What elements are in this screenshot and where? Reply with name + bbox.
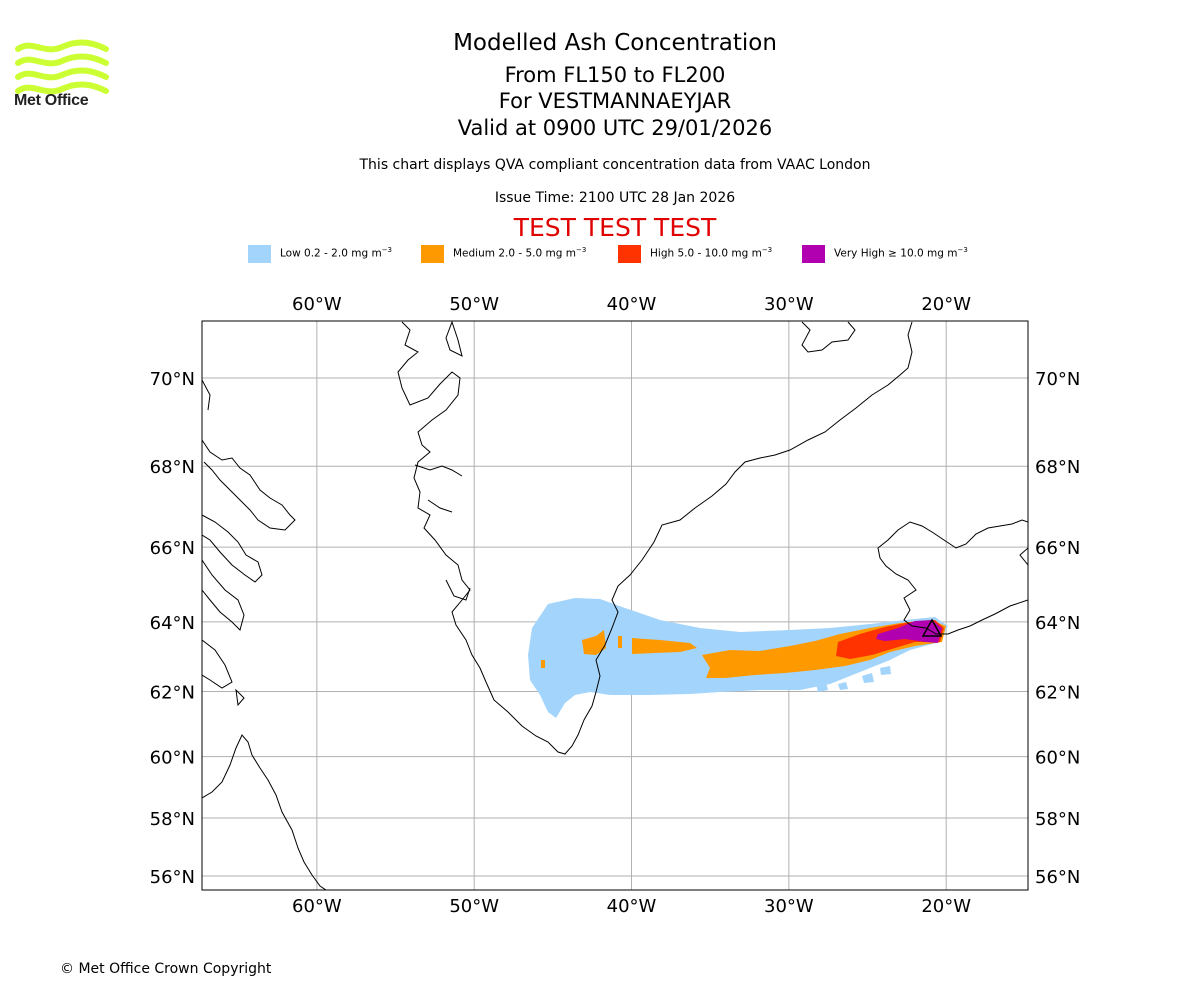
ash-area-low-fragment xyxy=(880,666,891,675)
lat-label-left: 64°N xyxy=(150,613,195,634)
lat-label-left: 68°N xyxy=(150,457,195,478)
ash-area-medium-fragment xyxy=(582,630,606,655)
ash-area-very-high xyxy=(876,620,942,643)
legend-swatch-high xyxy=(618,245,641,263)
volcano-triangle-icon xyxy=(921,618,943,637)
lon-label-top: 50°W xyxy=(449,294,499,315)
lat-label-left: 70°N xyxy=(150,369,195,390)
lat-label-left: 60°N xyxy=(150,748,195,769)
legend-swatch-very-high xyxy=(802,245,825,263)
lat-label-right: 70°N xyxy=(1035,369,1080,390)
ash-area-medium-fragment xyxy=(618,636,622,648)
compliance-note: This chart displays QVA compliant concen… xyxy=(359,157,871,173)
lat-label-left: 58°N xyxy=(150,809,195,830)
legend-label-low: Low 0.2 - 2.0 mg m−3 xyxy=(280,246,393,260)
lat-label-right: 56°N xyxy=(1035,867,1080,888)
lat-label-left: 56°N xyxy=(150,867,195,888)
legend-label-very-high: Very High ≥ 10.0 mg m−3 xyxy=(834,246,968,260)
axis-labels: 60°W 60°W 50°W 50°W 40°W 40°W 30°W 30°W 20°W 20°W… xyxy=(150,294,1081,917)
legend-label-medium: Medium 2.0 - 5.0 mg m−3 xyxy=(453,246,587,260)
lat-label-right: 64°N xyxy=(1035,613,1080,634)
lon-label-bottom: 40°W xyxy=(607,896,657,917)
volcano-name: For VESTMANNAEYJAR xyxy=(498,89,732,113)
legend-swatch-low xyxy=(248,245,271,263)
lon-label-bottom: 20°W xyxy=(921,896,971,917)
ash-area-medium-west xyxy=(632,638,697,654)
lon-label-top: 30°W xyxy=(764,294,814,315)
lat-label-left: 66°N xyxy=(150,538,195,559)
flight-levels: From FL150 to FL200 xyxy=(504,63,726,87)
copyright-notice: © Met Office Crown Copyright xyxy=(60,961,272,977)
lat-label-right: 60°N xyxy=(1035,748,1080,769)
ash-area-medium-fragment xyxy=(541,660,545,668)
lon-label-top: 60°W xyxy=(292,294,342,315)
lat-label-right: 68°N xyxy=(1035,457,1080,478)
lat-label-right: 66°N xyxy=(1035,538,1080,559)
lon-label-bottom: 60°W xyxy=(292,896,342,917)
chart-title: Modelled Ash Concentration xyxy=(453,30,777,56)
met-office-logo-icon xyxy=(15,39,109,95)
lon-label-bottom: 30°W xyxy=(764,896,814,917)
legend-label-high: High 5.0 - 10.0 mg m−3 xyxy=(650,246,773,260)
valid-time: Valid at 0900 UTC 29/01/2026 xyxy=(457,116,773,140)
lon-label-top: 40°W xyxy=(607,294,657,315)
lat-label-right: 62°N xyxy=(1035,682,1080,703)
lon-label-bottom: 50°W xyxy=(449,896,499,917)
lon-label-top: 20°W xyxy=(921,294,971,315)
ash-area-low-fragment xyxy=(816,682,828,692)
issue-time: Issue Time: 2100 UTC 28 Jan 2026 xyxy=(494,190,736,206)
map-frame xyxy=(201,320,1029,891)
lat-label-right: 58°N xyxy=(1035,809,1080,830)
coastline xyxy=(202,321,1028,890)
lat-label-left: 62°N xyxy=(150,682,195,703)
ash-area-low-fragment xyxy=(838,682,848,690)
legend-swatch-medium xyxy=(421,245,444,263)
met-office-logo-text: Met Office xyxy=(14,92,89,109)
test-banner: TEST TEST TEST xyxy=(513,213,717,242)
ash-area-low-fragment xyxy=(862,673,874,683)
